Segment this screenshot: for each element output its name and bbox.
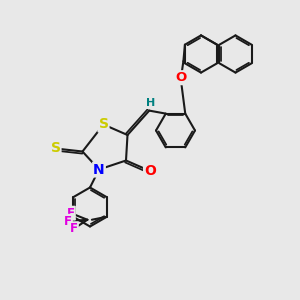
- Text: O: O: [144, 164, 156, 178]
- Text: S: S: [98, 118, 109, 131]
- Text: F: F: [64, 215, 72, 228]
- Text: F: F: [70, 222, 78, 235]
- Text: S: S: [50, 142, 61, 155]
- Text: O: O: [176, 71, 187, 84]
- Text: N: N: [93, 163, 105, 176]
- Text: H: H: [146, 98, 155, 108]
- Text: F: F: [67, 207, 75, 220]
